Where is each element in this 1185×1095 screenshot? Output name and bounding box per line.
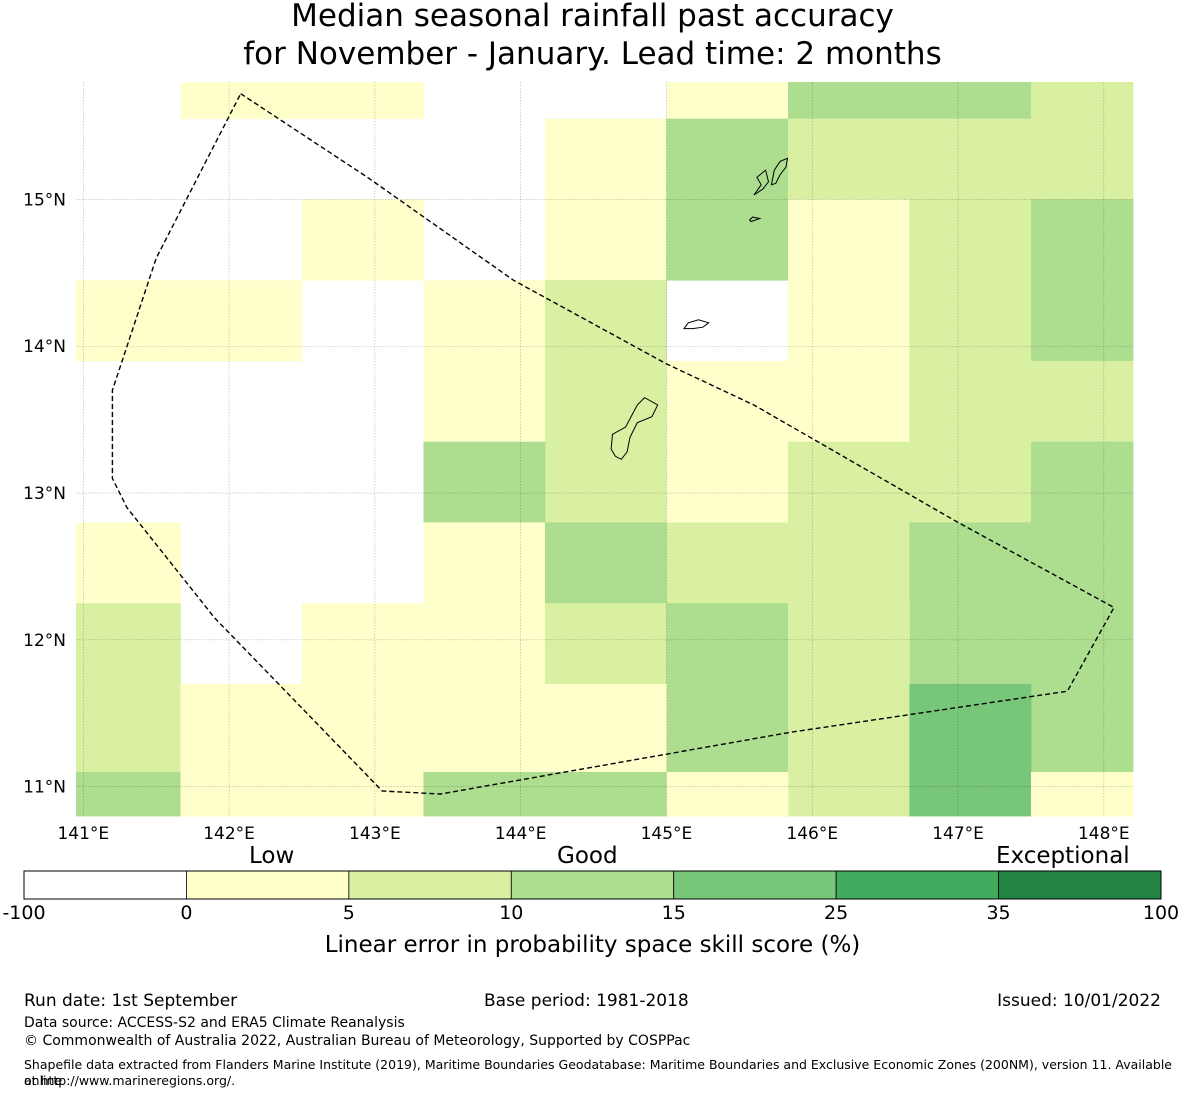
- island-outline: [610, 396, 659, 460]
- skill-grid: [76, 82, 1134, 817]
- colorbar-segment: [673, 870, 837, 900]
- island-outline: [748, 216, 762, 223]
- grid-cell: [544, 522, 667, 604]
- grid-cell: [666, 360, 789, 523]
- colorbar-segment: [23, 870, 187, 900]
- grid-cell: [1030, 771, 1134, 817]
- lat-tick-label: 11°N: [23, 778, 66, 798]
- island-outline: [770, 157, 789, 186]
- grid-cell: [787, 118, 1032, 200]
- grid-cell: [666, 771, 789, 817]
- lat-tick-label: 12°N: [23, 631, 66, 651]
- lat-tick-label: 15°N: [23, 190, 66, 210]
- island-outline: [753, 169, 770, 196]
- lon-tick-label: 143°E: [349, 824, 401, 844]
- colorbar-segment: [186, 870, 350, 900]
- map-title-line2: for November - January. Lead time: 2 mon…: [243, 36, 942, 72]
- grid-cell: [180, 683, 667, 773]
- grid-cell: [301, 199, 424, 281]
- grid-cell: [1030, 82, 1134, 200]
- grid-cell: [423, 441, 546, 523]
- grid-cell: [666, 522, 910, 604]
- grid-cell: [666, 118, 789, 281]
- grid-cell: [76, 603, 181, 773]
- colorbar-tick-label: 5: [342, 902, 355, 924]
- run-date: Run date: 1st September: [24, 991, 238, 1011]
- grid-cell: [180, 82, 424, 120]
- lat-tick-label: 14°N: [23, 337, 66, 357]
- grid-cell: [666, 82, 789, 120]
- colorbar-segment: [510, 870, 675, 900]
- lon-tick-label: 148°E: [1078, 824, 1130, 844]
- grid-cell: [76, 280, 303, 362]
- colorbar-segment: [998, 870, 1162, 900]
- grid-cell: [423, 522, 546, 604]
- grid-cell: [544, 280, 667, 523]
- axis-tick-labels: 141°E 142°E 143°E 144°E 145°E 146°E 147°E 148°E…: [23, 190, 1130, 844]
- colorbar-segment: [835, 870, 999, 900]
- grid-cell: [301, 603, 546, 685]
- grid-cell: [666, 603, 789, 773]
- lon-tick-label: 144°E: [495, 824, 547, 844]
- colorbar-tick-label: 15: [661, 902, 686, 924]
- colorbar-tick-label: 10: [499, 902, 524, 924]
- coastlines: [610, 157, 789, 460]
- lon-tick-label: 145°E: [641, 824, 693, 844]
- grid-cell: [76, 522, 181, 604]
- grid-cell: [909, 683, 1032, 817]
- grid-cell: [423, 280, 546, 443]
- base-period: Base period: 1981-2018: [484, 991, 689, 1011]
- lon-tick-label: 142°E: [203, 824, 255, 844]
- lat-tick-label: 13°N: [23, 484, 66, 504]
- map-title-line1: Median seasonal rainfall past accuracy: [291, 0, 894, 34]
- copyright: © Commonwealth of Australia 2022, Austra…: [24, 1033, 691, 1049]
- category-exceptional-label: Exceptional: [996, 843, 1130, 869]
- lon-tick-label: 147°E: [932, 824, 984, 844]
- grid-cell: [787, 603, 910, 817]
- grid-cell: [1030, 441, 1134, 773]
- graticule: [76, 82, 1133, 816]
- grid-cell: [544, 603, 667, 685]
- grid-cell: [1030, 199, 1134, 362]
- grid-cell: [180, 771, 424, 817]
- grid-cell: [423, 771, 667, 817]
- grid-cell: [787, 199, 910, 443]
- grid-cell: [909, 522, 1032, 685]
- grid-cell: [544, 118, 667, 281]
- shapefile-credit-line1: Shapefile data extracted from Flanders M…: [24, 1057, 1172, 1088]
- colorbar-tick-label: 25: [824, 902, 849, 924]
- colorbar-tick-label: 100: [1142, 902, 1180, 924]
- colorbar-label: Linear error in probability space skill …: [324, 932, 861, 958]
- lon-tick-label: 141°E: [57, 824, 109, 844]
- issued-date: Issued: 10/01/2022: [997, 991, 1161, 1011]
- colorbar-tick-label: 0: [180, 902, 193, 924]
- shapefile-credit-line2: at http://www.marineregions.org/.: [24, 1073, 236, 1088]
- data-source: Data source: ACCESS-S2 and ERA5 Climate …: [24, 1015, 405, 1031]
- island-outline: [683, 319, 710, 330]
- colorbar: [23, 870, 1162, 900]
- colorbar-outline: [23, 870, 1162, 900]
- grid-cell: [787, 441, 1032, 523]
- colorbar-segment: [348, 870, 512, 900]
- grid-cell: [76, 771, 181, 817]
- category-low-label: Low: [249, 843, 295, 869]
- colorbar-tick-label: 35: [986, 902, 1011, 924]
- colorbar-tick-label: -100: [2, 902, 46, 924]
- category-good-label: Good: [557, 843, 618, 869]
- grid-cell: [787, 82, 1032, 120]
- grid-cell: [909, 199, 1032, 443]
- grid-cell: [1030, 360, 1134, 443]
- lon-tick-label: 146°E: [786, 824, 838, 844]
